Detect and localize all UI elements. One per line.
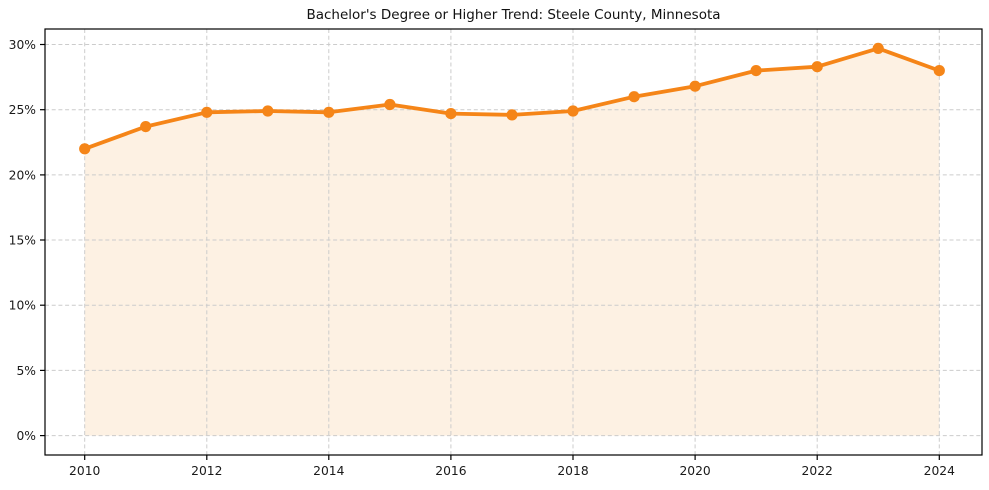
y-tick-label: 10% — [9, 299, 36, 313]
x-tick-label: 2024 — [924, 464, 955, 478]
y-tick-label: 15% — [9, 234, 36, 248]
x-tick-label: 2014 — [313, 464, 344, 478]
x-tick-label: 2022 — [802, 464, 833, 478]
y-tick-label: 25% — [9, 103, 36, 117]
data-point — [323, 106, 335, 118]
x-tick-label: 2010 — [69, 464, 100, 478]
data-point — [140, 121, 152, 133]
x-tick-label: 2012 — [191, 464, 222, 478]
data-point — [384, 98, 396, 111]
area-fill — [84, 48, 940, 436]
y-tick-label: 0% — [16, 429, 36, 443]
data-point — [567, 105, 579, 117]
data-point — [628, 91, 640, 103]
chart-title: Bachelor's Degree or Higher Trend: Steel… — [306, 7, 721, 23]
data-point — [933, 65, 945, 77]
x-tick-label: 2020 — [679, 464, 710, 478]
y-tick-label: 5% — [16, 364, 36, 378]
data-point — [262, 105, 274, 117]
data-point — [811, 61, 823, 73]
data-point — [445, 108, 457, 120]
x-tick-label: 2016 — [435, 464, 466, 478]
x-tick-label: 2018 — [557, 464, 588, 478]
y-tick-label: 20% — [9, 168, 36, 182]
data-point — [750, 65, 762, 77]
data-point — [79, 143, 91, 155]
data-point — [689, 80, 701, 92]
data-point — [872, 42, 884, 55]
data-point — [201, 106, 213, 118]
plot-border — [44, 28, 983, 456]
data-point — [506, 109, 518, 121]
y-tick-label: 30% — [9, 38, 36, 52]
